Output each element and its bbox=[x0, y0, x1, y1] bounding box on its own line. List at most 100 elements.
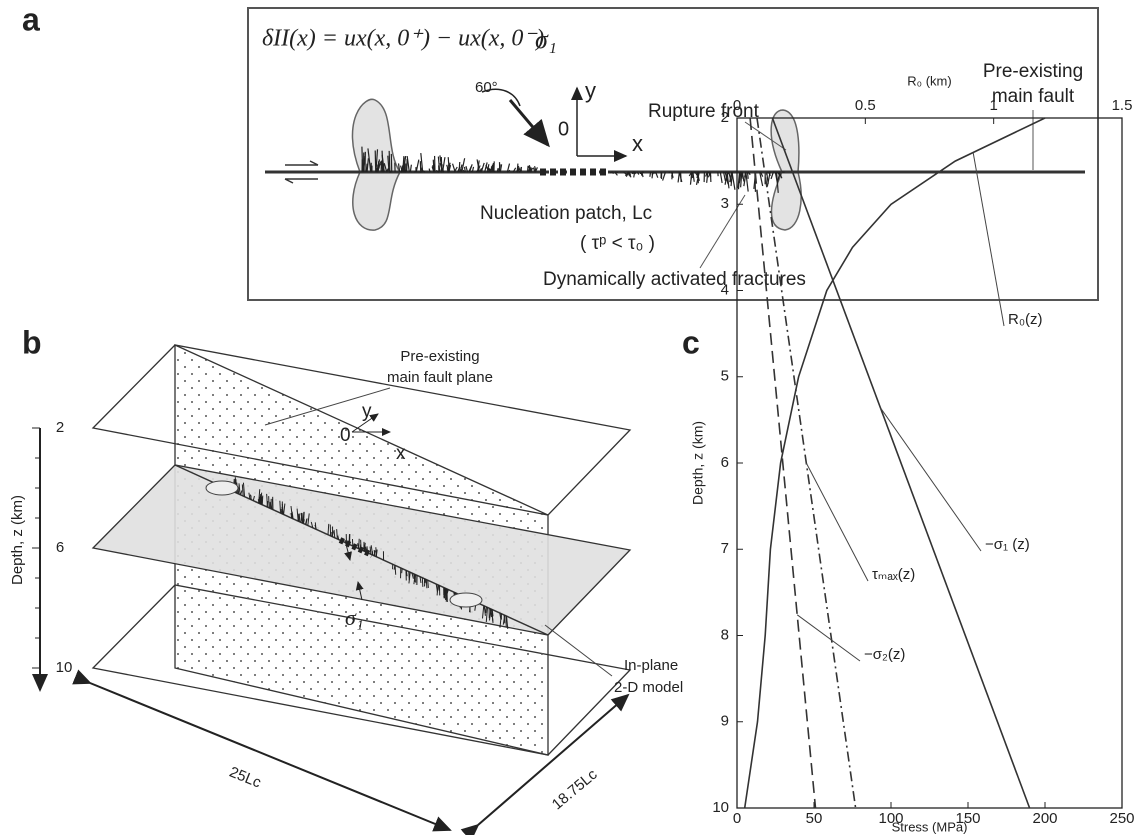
fracture bbox=[765, 171, 769, 175]
y-label: y bbox=[362, 401, 372, 422]
leader bbox=[796, 614, 861, 662]
fracture bbox=[517, 165, 522, 173]
x2-tick-label: 0 bbox=[733, 97, 741, 114]
fracture bbox=[296, 508, 299, 522]
x-tick-label: 50 bbox=[806, 810, 823, 827]
leader bbox=[972, 152, 1005, 327]
depth-axis-title: Depth, z (km) bbox=[9, 495, 26, 585]
fracture bbox=[280, 509, 283, 514]
fracture bbox=[481, 605, 485, 619]
fracture bbox=[744, 171, 747, 178]
fracture bbox=[516, 168, 520, 173]
fracture bbox=[506, 616, 509, 629]
fracture bbox=[380, 160, 383, 173]
fracture bbox=[258, 498, 261, 504]
fracture bbox=[307, 513, 310, 526]
fracture bbox=[401, 165, 404, 173]
y-tick-label: 6 bbox=[721, 454, 729, 471]
fracture bbox=[484, 162, 488, 173]
fracture bbox=[327, 523, 330, 535]
fracture bbox=[724, 171, 727, 174]
x2-tick-label: 1.5 bbox=[1112, 97, 1133, 114]
fracture bbox=[414, 170, 416, 173]
fracture bbox=[741, 171, 745, 182]
rupture-front bbox=[449, 592, 483, 608]
fracture bbox=[459, 164, 463, 173]
fracture bbox=[651, 171, 654, 175]
fracture bbox=[373, 549, 376, 557]
fracture bbox=[636, 171, 640, 175]
fracture bbox=[266, 500, 269, 508]
fracture bbox=[411, 572, 414, 579]
fracture bbox=[724, 171, 729, 185]
fracture bbox=[640, 171, 643, 176]
fracture bbox=[746, 171, 749, 179]
fracture bbox=[443, 588, 446, 599]
fracture bbox=[502, 615, 506, 625]
fracture bbox=[413, 573, 416, 582]
fracture bbox=[279, 500, 282, 514]
sigma-arrow bbox=[344, 539, 352, 561]
fracture bbox=[527, 165, 532, 173]
fracture bbox=[402, 166, 406, 173]
x-tick-label: 150 bbox=[955, 810, 980, 827]
series-label: R₀(z) bbox=[1008, 311, 1043, 328]
fracture bbox=[367, 148, 372, 173]
fracture bbox=[461, 158, 466, 173]
sigma-label: σ₁ bbox=[345, 605, 364, 630]
fracture bbox=[237, 484, 240, 494]
fracture bbox=[249, 494, 252, 500]
fracture bbox=[310, 521, 314, 528]
x-label: x bbox=[632, 131, 643, 156]
fracture bbox=[333, 529, 336, 538]
fracture bbox=[625, 171, 630, 177]
y-tick-label: 4 bbox=[721, 281, 729, 298]
fracture bbox=[397, 163, 401, 173]
model-label: 2-D model bbox=[614, 679, 683, 696]
fracture bbox=[747, 171, 751, 176]
origin-label: 0 bbox=[340, 425, 351, 446]
x-axis-title: Stress (MPa) bbox=[892, 819, 968, 834]
fracture bbox=[689, 171, 693, 185]
fracture bbox=[446, 589, 449, 595]
panel-box bbox=[247, 7, 1099, 301]
fracture bbox=[497, 164, 501, 173]
fractures bbox=[361, 146, 785, 193]
fracture bbox=[369, 546, 372, 555]
fracture bbox=[361, 146, 364, 173]
y-axis-arrow bbox=[351, 413, 379, 433]
x-label: x bbox=[396, 443, 406, 464]
fracture bbox=[729, 171, 733, 183]
y-tick-label: 3 bbox=[721, 195, 729, 212]
fracture bbox=[688, 171, 693, 177]
fracture bbox=[462, 169, 465, 173]
fracture bbox=[655, 171, 659, 178]
fracture bbox=[506, 169, 509, 173]
model-label: In-plane bbox=[624, 657, 678, 674]
fracture bbox=[421, 577, 424, 587]
fracture bbox=[465, 166, 469, 173]
fracture bbox=[415, 159, 420, 173]
x-tick-label: 100 bbox=[878, 810, 903, 827]
fracture bbox=[435, 170, 440, 173]
fracture bbox=[623, 171, 627, 175]
series-line bbox=[771, 117, 1031, 809]
fracture bbox=[375, 549, 378, 557]
fracture bbox=[766, 171, 771, 187]
width-arrow bbox=[460, 693, 630, 835]
fracture bbox=[616, 171, 619, 174]
fracture bbox=[375, 149, 379, 173]
series-line bbox=[743, 117, 1046, 809]
fracture bbox=[241, 484, 244, 497]
x2-tick-label: 0.5 bbox=[855, 97, 876, 114]
fracture bbox=[737, 171, 741, 190]
leader bbox=[880, 407, 982, 552]
fracture bbox=[283, 503, 286, 515]
fracture bbox=[458, 161, 461, 173]
fracture bbox=[496, 167, 499, 173]
condition-label: ( τᵖ < τ₀ ) bbox=[580, 233, 655, 254]
fracture bbox=[432, 164, 436, 173]
fracture bbox=[281, 503, 284, 515]
depth-tick: 2 bbox=[56, 419, 64, 436]
panel-a: a δII(x) = ux(x, 0⁺) − ux(x, 0⁻) σ₁ 60° … bbox=[22, 1, 1099, 301]
